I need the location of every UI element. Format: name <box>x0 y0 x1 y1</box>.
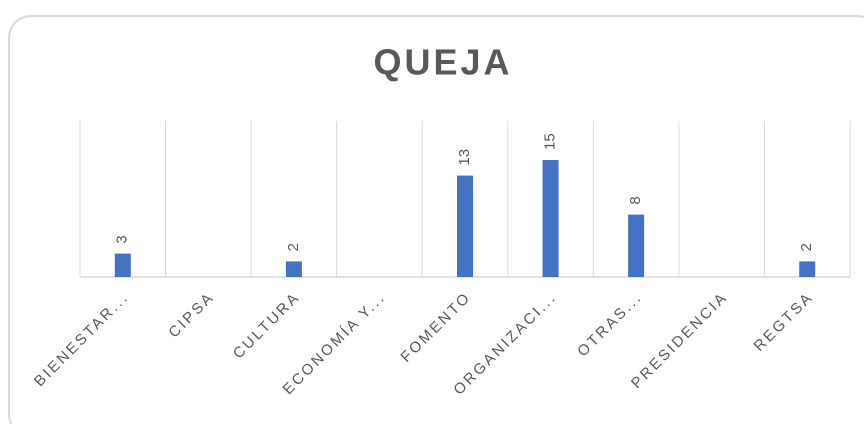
bar <box>628 214 645 277</box>
data-label: 8 <box>627 196 644 204</box>
bar <box>799 261 816 277</box>
bar <box>114 253 131 277</box>
chart-title: QUEJA <box>373 42 512 83</box>
bar <box>457 175 473 277</box>
data-label: 15 <box>542 133 559 150</box>
data-label: 2 <box>285 243 302 251</box>
bar <box>542 160 559 277</box>
card <box>8 15 864 424</box>
data-label: 13 <box>456 149 473 166</box>
data-label: 3 <box>114 235 131 243</box>
bar <box>285 261 302 277</box>
data-label: 2 <box>798 243 815 251</box>
